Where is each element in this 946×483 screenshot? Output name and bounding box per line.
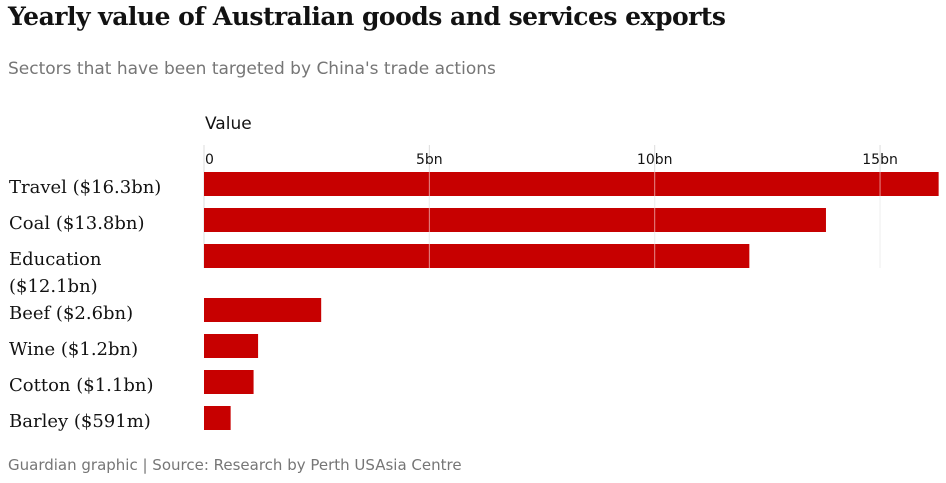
- source-note: Guardian graphic | Source: Research by P…: [8, 456, 462, 474]
- x-axis-title: Value: [205, 114, 252, 134]
- category-label: Wine ($1.2bn): [9, 339, 138, 360]
- category-label: Cotton ($1.1bn): [9, 375, 153, 396]
- bar: [204, 172, 939, 196]
- bar: [204, 370, 254, 394]
- bar: [204, 406, 231, 430]
- bar: [204, 244, 750, 268]
- bar: [204, 298, 322, 322]
- chart-subtitle: Sectors that have been targeted by China…: [8, 59, 496, 79]
- category-label: Travel ($16.3bn): [9, 177, 161, 198]
- x-tick-label: 15bn: [862, 152, 898, 168]
- category-label: Beef ($2.6bn): [9, 303, 133, 324]
- x-tick-label: 5bn: [416, 152, 443, 168]
- bar: [204, 208, 826, 232]
- bars: [204, 172, 939, 430]
- x-tick-label: 10bn: [637, 152, 673, 168]
- category-label: Barley ($591m): [9, 411, 151, 432]
- bar: [204, 334, 259, 358]
- chart-title: Yearly value of Australian goods and ser…: [8, 2, 726, 31]
- bar-chart: Value 0 5bn 10bn 15bn Travel ($16.3bn) Coal …: [9, 114, 939, 432]
- category-label: Coal ($13.8bn): [9, 213, 145, 234]
- x-tick-label: 0: [205, 152, 214, 168]
- category-label: Education: [9, 249, 102, 270]
- category-label: ($12.1bn): [9, 276, 98, 297]
- category-labels: Travel ($16.3bn) Coal ($13.8bn) Education (…: [9, 177, 161, 432]
- x-axis-ticks: 0 5bn 10bn 15bn: [205, 152, 898, 168]
